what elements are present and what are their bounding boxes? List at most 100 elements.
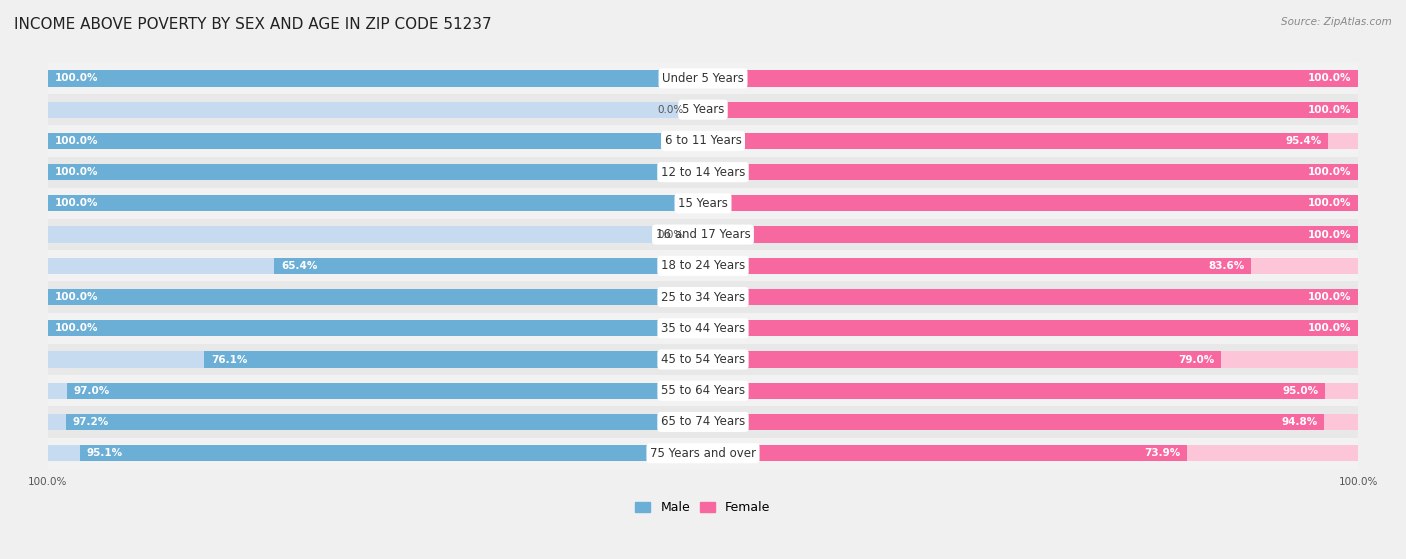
Bar (703, 445, 1358, 461)
Bar (703, 102, 1358, 118)
Bar (48, 289, 703, 305)
Text: 6 to 11 Years: 6 to 11 Years (665, 134, 741, 148)
Bar (703, 352, 1220, 368)
Bar (48, 289, 703, 305)
Bar (48, 406, 1358, 438)
Bar (48, 281, 1358, 312)
Text: 95.4%: 95.4% (1285, 136, 1322, 146)
Bar (48, 250, 1358, 281)
Bar (48, 133, 703, 149)
Bar (703, 133, 1329, 149)
Bar (48, 320, 703, 337)
Bar (67, 382, 703, 399)
Text: 75 Years and over: 75 Years and over (650, 447, 756, 459)
Text: 100.0%: 100.0% (1308, 292, 1351, 302)
Bar (48, 258, 703, 274)
Bar (48, 219, 1358, 250)
Bar (48, 164, 703, 180)
Text: INCOME ABOVE POVERTY BY SEX AND AGE IN ZIP CODE 51237: INCOME ABOVE POVERTY BY SEX AND AGE IN Z… (14, 17, 492, 32)
Bar (703, 70, 1358, 87)
Bar (703, 258, 1251, 274)
Text: 15 Years: 15 Years (678, 197, 728, 210)
Text: 97.2%: 97.2% (73, 417, 108, 427)
Bar (48, 164, 703, 180)
Text: 100.0%: 100.0% (55, 198, 98, 209)
Bar (48, 226, 703, 243)
Bar (48, 188, 1358, 219)
Bar (48, 102, 703, 118)
Bar (703, 382, 1326, 399)
Bar (48, 94, 1358, 125)
Text: 100.0%: 100.0% (1308, 230, 1351, 240)
Bar (703, 133, 1358, 149)
Text: 76.1%: 76.1% (211, 354, 247, 364)
Legend: Male, Female: Male, Female (630, 496, 776, 519)
Bar (703, 70, 1358, 87)
Bar (48, 195, 703, 211)
Bar (66, 414, 703, 430)
Bar (703, 414, 1358, 430)
Text: 100.0%: 100.0% (1308, 73, 1351, 83)
Bar (48, 344, 1358, 375)
Text: 100.0%: 100.0% (1308, 323, 1351, 333)
Bar (703, 195, 1358, 211)
Text: 25 to 34 Years: 25 to 34 Years (661, 291, 745, 304)
Bar (48, 438, 1358, 469)
Text: 100.0%: 100.0% (55, 167, 98, 177)
Text: 12 to 14 Years: 12 to 14 Years (661, 165, 745, 179)
Text: 65 to 74 Years: 65 to 74 Years (661, 415, 745, 428)
Bar (703, 289, 1358, 305)
Text: 83.6%: 83.6% (1208, 261, 1244, 271)
Bar (703, 226, 1358, 243)
Bar (48, 375, 1358, 406)
Bar (703, 320, 1358, 337)
Bar (703, 258, 1358, 274)
Bar (48, 157, 1358, 188)
Bar (48, 414, 703, 430)
Bar (703, 414, 1324, 430)
Text: 35 to 44 Years: 35 to 44 Years (661, 322, 745, 335)
Bar (48, 320, 703, 337)
Text: 100.0%: 100.0% (55, 323, 98, 333)
Bar (703, 382, 1358, 399)
Text: 95.1%: 95.1% (86, 448, 122, 458)
Bar (48, 133, 703, 149)
Bar (48, 70, 703, 87)
Bar (48, 382, 703, 399)
Text: 95.0%: 95.0% (1282, 386, 1319, 396)
Bar (48, 125, 1358, 157)
Text: 16 and 17 Years: 16 and 17 Years (655, 228, 751, 241)
Bar (48, 63, 1358, 94)
Text: 97.0%: 97.0% (75, 386, 110, 396)
Bar (48, 352, 703, 368)
Text: 0.0%: 0.0% (657, 230, 683, 240)
Text: 55 to 64 Years: 55 to 64 Years (661, 384, 745, 397)
Bar (703, 164, 1358, 180)
Text: Source: ZipAtlas.com: Source: ZipAtlas.com (1281, 17, 1392, 27)
Bar (703, 320, 1358, 337)
Text: 73.9%: 73.9% (1144, 448, 1181, 458)
Text: 100.0%: 100.0% (55, 292, 98, 302)
Bar (48, 445, 703, 461)
Bar (703, 289, 1358, 305)
Bar (204, 352, 703, 368)
Bar (48, 312, 1358, 344)
Text: 100.0%: 100.0% (55, 136, 98, 146)
Bar (274, 258, 703, 274)
Bar (80, 445, 703, 461)
Bar (703, 226, 1358, 243)
Bar (48, 70, 703, 87)
Text: 100.0%: 100.0% (1308, 198, 1351, 209)
Text: 18 to 24 Years: 18 to 24 Years (661, 259, 745, 272)
Text: Under 5 Years: Under 5 Years (662, 72, 744, 85)
Text: 100.0%: 100.0% (1308, 105, 1351, 115)
Text: 5 Years: 5 Years (682, 103, 724, 116)
Bar (703, 352, 1358, 368)
Bar (703, 164, 1358, 180)
Text: 0.0%: 0.0% (657, 105, 683, 115)
Text: 79.0%: 79.0% (1178, 354, 1215, 364)
Text: 100.0%: 100.0% (1308, 167, 1351, 177)
Text: 100.0%: 100.0% (55, 73, 98, 83)
Bar (703, 102, 1358, 118)
Bar (703, 195, 1358, 211)
